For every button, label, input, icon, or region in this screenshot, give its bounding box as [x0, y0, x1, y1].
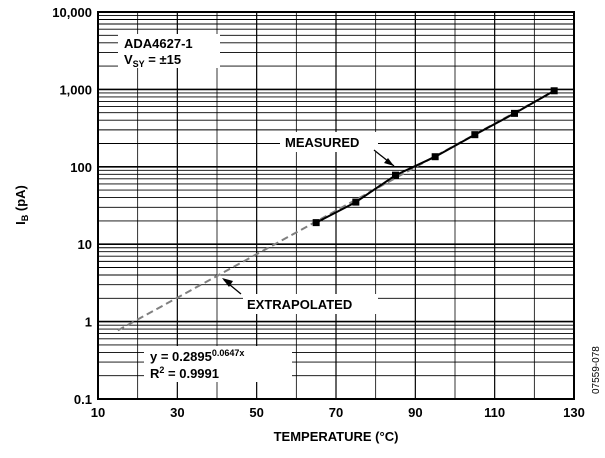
y-tick-label: 10: [78, 237, 92, 252]
data-point-measured: [431, 153, 439, 161]
fit-equation-box: [144, 346, 292, 382]
supply-label: VSY = ±15: [124, 52, 181, 69]
x-tick-label: 110: [484, 405, 505, 420]
series-layer: [117, 87, 558, 332]
data-point-measured: [392, 171, 399, 179]
plot-frame: [97, 11, 575, 400]
data-point-measured: [550, 87, 558, 95]
x-tick-label: 30: [170, 405, 184, 420]
data-point-measured: [511, 109, 518, 117]
data-point-measured: [471, 131, 479, 139]
y-tick-label: 10,000: [52, 5, 92, 20]
fit-r-squared: R2 = 0.9991: [150, 365, 219, 381]
extrapolated-label: EXTRAPOLATED: [247, 297, 352, 312]
device-label: ADA4627-1: [124, 36, 193, 51]
device-label-box: [118, 34, 220, 68]
fit-equation: y = 0.28950.0647x: [150, 348, 244, 364]
y-tick-label: 0.1: [74, 392, 92, 407]
x-tick-label: 130: [563, 405, 585, 420]
measured-arrowhead: [384, 158, 394, 166]
figure-id: 07559-078: [591, 346, 602, 394]
extrapolated-arrowhead: [222, 278, 233, 287]
data-point-measured: [312, 219, 320, 227]
y-tick-label: 100: [70, 160, 92, 175]
series-line-extrapolated: [117, 90, 555, 332]
extrapolated-label-box: [243, 294, 378, 314]
grid-layer: [97, 12, 575, 400]
y-tick-label: 1: [85, 315, 92, 330]
y-axis-label: IB (pA): [13, 185, 30, 225]
x-tick-label: 10: [91, 405, 105, 420]
measured-label: MEASURED: [285, 135, 359, 150]
x-tick-label: 50: [249, 405, 263, 420]
data-point-measured: [352, 198, 360, 206]
y-tick-label: 1,000: [59, 82, 92, 97]
x-tick-label: 90: [408, 405, 422, 420]
measured-label-box: [280, 132, 378, 152]
x-tick-label: 70: [329, 405, 343, 420]
x-axis-label: TEMPERATURE (°C): [274, 429, 399, 444]
